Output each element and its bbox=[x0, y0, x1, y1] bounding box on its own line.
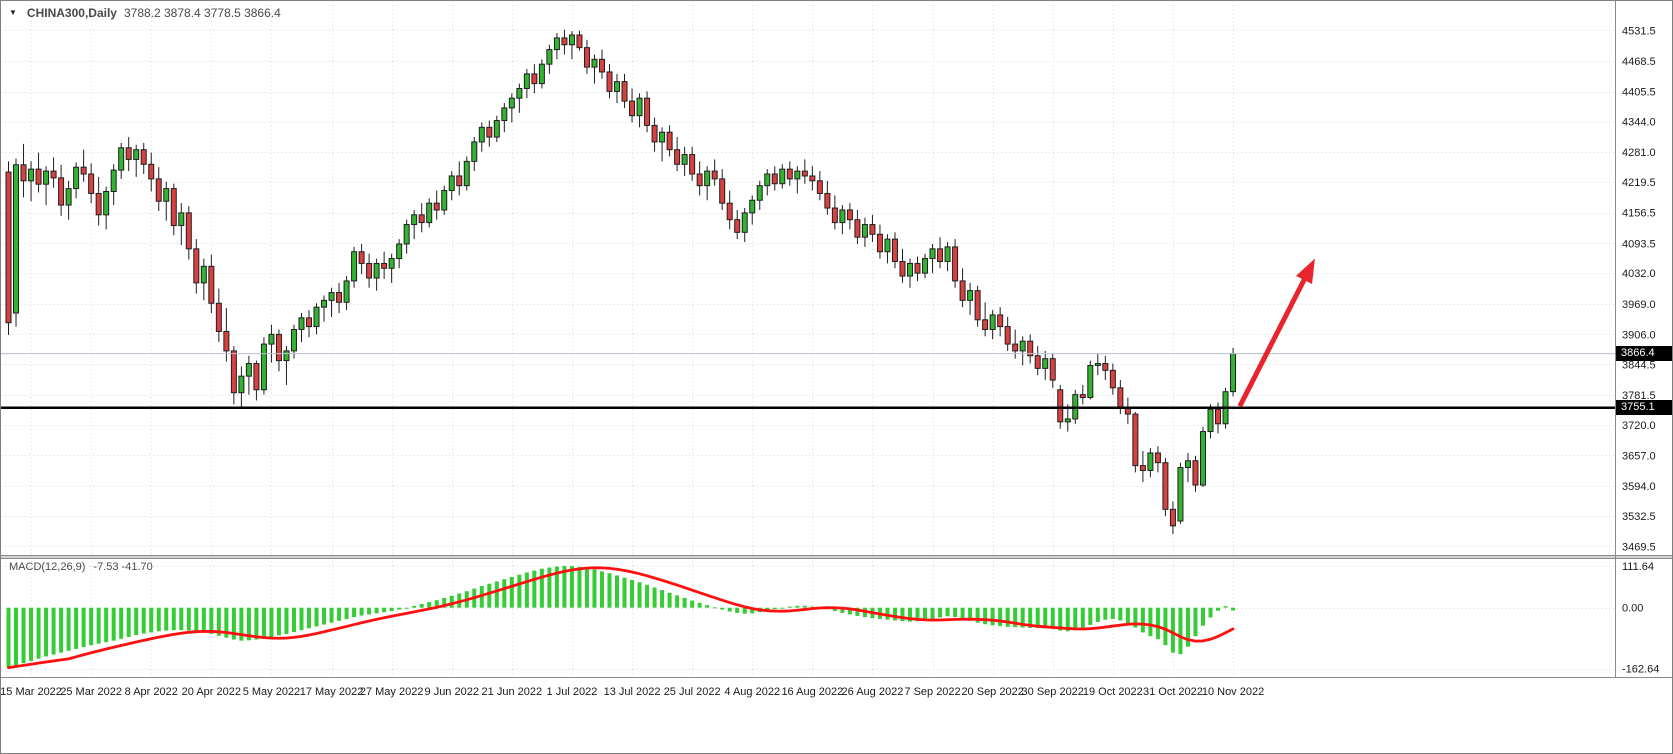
svg-text:3781.5: 3781.5 bbox=[1622, 390, 1656, 402]
current-price-badge: 3866.4 bbox=[1616, 346, 1672, 362]
price-axis[interactable] bbox=[1615, 1, 1673, 677]
svg-text:4405.5: 4405.5 bbox=[1622, 87, 1656, 99]
svg-text:4531.5: 4531.5 bbox=[1622, 25, 1656, 37]
svg-text:4156.5: 4156.5 bbox=[1622, 208, 1656, 220]
macd-signal-line bbox=[7, 566, 1235, 670]
svg-text:21 Jun 2022: 21 Jun 2022 bbox=[482, 686, 543, 698]
svg-text:17 May 2022: 17 May 2022 bbox=[300, 686, 364, 698]
macd-values: -7.53 -41.70 bbox=[93, 561, 153, 573]
svg-text:15 Mar 2022: 15 Mar 2022 bbox=[1, 686, 62, 698]
svg-text:3657.0: 3657.0 bbox=[1622, 450, 1656, 462]
macd-name: MACD(12,26,9) bbox=[9, 561, 86, 573]
svg-text:10 Nov 2022: 10 Nov 2022 bbox=[1202, 686, 1264, 698]
level-price-badge: 3755.1 bbox=[1616, 400, 1672, 416]
panel-splitter[interactable] bbox=[1, 555, 1673, 559]
svg-text:4219.5: 4219.5 bbox=[1622, 177, 1656, 189]
one-click-trading-arrow-icon[interactable]: ▼ bbox=[9, 8, 17, 17]
svg-text:4468.5: 4468.5 bbox=[1622, 56, 1656, 68]
svg-text:31 Oct 2022: 31 Oct 2022 bbox=[1143, 686, 1203, 698]
svg-text:0.00: 0.00 bbox=[1622, 603, 1643, 615]
macd-indicator-label: MACD(12,26,9) -7.53 -41.70 bbox=[9, 561, 153, 573]
svg-text:16 Aug 2022: 16 Aug 2022 bbox=[781, 686, 843, 698]
ohlc-readout: 3788.2 3878.4 3778.5 3866.4 bbox=[123, 6, 281, 20]
svg-text:20 Sep 2022: 20 Sep 2022 bbox=[961, 686, 1023, 698]
svg-text:5 May 2022: 5 May 2022 bbox=[243, 686, 300, 698]
trend-arrow[interactable] bbox=[1237, 258, 1315, 408]
svg-text:4032.0: 4032.0 bbox=[1622, 268, 1656, 280]
macd-axis-labels: 111.64 0.00 -162.64 bbox=[1622, 561, 1659, 676]
svg-text:3969.0: 3969.0 bbox=[1622, 299, 1656, 311]
svg-text:7 Sep 2022: 7 Sep 2022 bbox=[904, 686, 960, 698]
svg-text:3469.5: 3469.5 bbox=[1622, 541, 1656, 553]
svg-text:3720.0: 3720.0 bbox=[1622, 420, 1656, 432]
svg-text:4281.0: 4281.0 bbox=[1622, 147, 1656, 159]
svg-text:4344.0: 4344.0 bbox=[1622, 117, 1656, 129]
svg-text:26 Aug 2022: 26 Aug 2022 bbox=[842, 686, 904, 698]
svg-text:111.64: 111.64 bbox=[1622, 561, 1654, 573]
svg-text:9 Jun 2022: 9 Jun 2022 bbox=[425, 686, 479, 698]
svg-text:27 May 2022: 27 May 2022 bbox=[360, 686, 424, 698]
svg-text:-162.64: -162.64 bbox=[1622, 664, 1659, 676]
svg-text:3532.5: 3532.5 bbox=[1622, 511, 1656, 523]
svg-text:20 Apr 2022: 20 Apr 2022 bbox=[182, 686, 241, 698]
chart-title: ▼ CHINA300,Daily 3788.2 3878.4 3778.5 38… bbox=[9, 6, 281, 20]
svg-text:19 Oct 2022: 19 Oct 2022 bbox=[1083, 686, 1143, 698]
svg-text:30 Sep 2022: 30 Sep 2022 bbox=[1022, 686, 1084, 698]
svg-text:3844.5: 3844.5 bbox=[1622, 359, 1656, 371]
time-axis[interactable] bbox=[1, 678, 1673, 718]
svg-text:8 Apr 2022: 8 Apr 2022 bbox=[125, 686, 178, 698]
svg-text:3906.0: 3906.0 bbox=[1622, 329, 1656, 341]
price-axis-labels: 4531.5 4468.5 4405.5 4344.0 4281.0 4219.5 4156… bbox=[1622, 25, 1656, 553]
svg-text:1 Jul 2022: 1 Jul 2022 bbox=[547, 686, 598, 698]
svg-text:3594.0: 3594.0 bbox=[1622, 481, 1656, 493]
candlesticks[interactable] bbox=[5, 29, 1237, 535]
svg-text:25 Mar 2022: 25 Mar 2022 bbox=[60, 686, 122, 698]
symbol-period-label: CHINA300,Daily bbox=[26, 6, 117, 20]
svg-text:13 Jul 2022: 13 Jul 2022 bbox=[604, 686, 661, 698]
time-axis-labels: 15 Mar 202225 Mar 20228 Apr 2022 20 Apr 2… bbox=[1, 686, 1264, 698]
svg-text:25 Jul 2022: 25 Jul 2022 bbox=[664, 686, 721, 698]
svg-text:4093.5: 4093.5 bbox=[1622, 238, 1656, 250]
svg-text:4 Aug 2022: 4 Aug 2022 bbox=[724, 686, 780, 698]
